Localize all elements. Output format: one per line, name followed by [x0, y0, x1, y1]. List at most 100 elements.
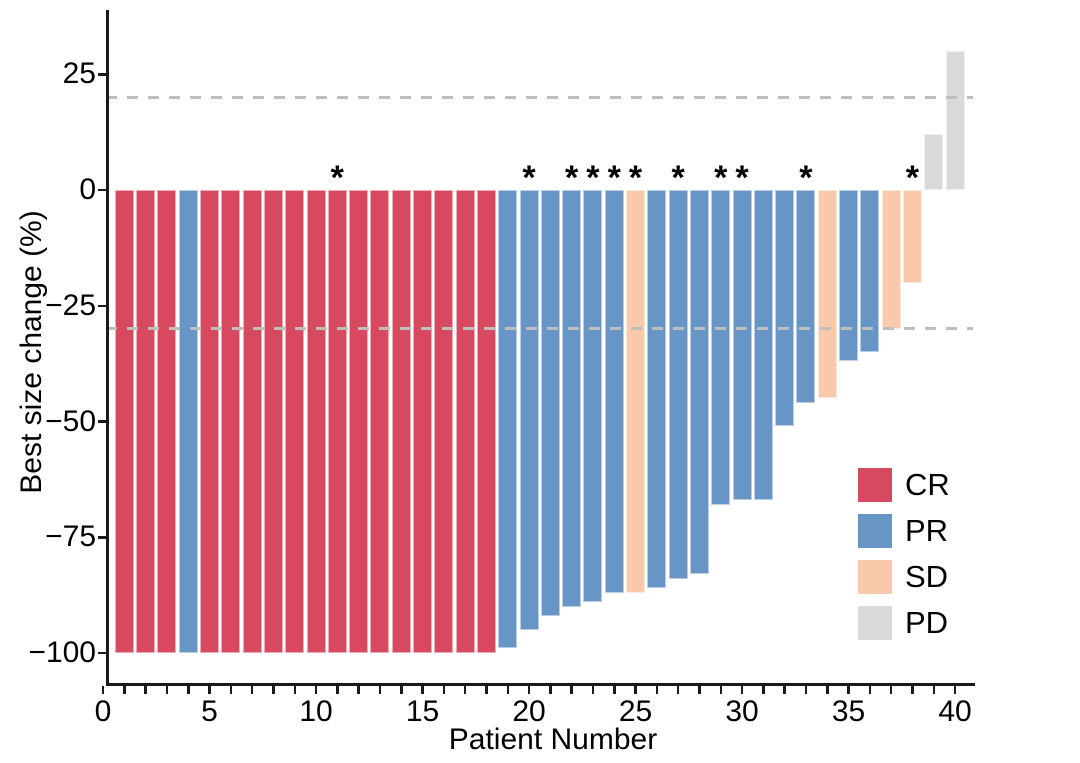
- bar-patient-19: [498, 190, 518, 649]
- x-axis-tick: [613, 686, 616, 694]
- bar-patient-30: [732, 190, 752, 501]
- bar-patient-21: [540, 190, 560, 616]
- bar-patient-14: [391, 190, 411, 653]
- y-axis-tick: [98, 651, 106, 655]
- y-axis-tick: [98, 304, 106, 308]
- bar-patient-23: [583, 190, 603, 603]
- x-tick-label-15: 15: [405, 695, 440, 728]
- x-tick-label-20: 20: [512, 695, 546, 728]
- x-axis-tick: [208, 686, 211, 694]
- x-axis-tick: [442, 686, 446, 694]
- x-axis-tick: [314, 686, 318, 694]
- bar-patient-16: [434, 190, 454, 653]
- bar-patient-3: [157, 190, 177, 653]
- x-axis-tick: [293, 686, 296, 694]
- x-axis-tick: [123, 686, 126, 694]
- bar-patient-8: [263, 190, 283, 653]
- significance-asterisk: *: [714, 159, 728, 197]
- bar-patient-12: [349, 190, 369, 653]
- x-axis-tick: [762, 686, 765, 694]
- y-axis-tick: [98, 73, 106, 76]
- x-axis-tick: [634, 686, 637, 694]
- bar-patient-25: [626, 190, 645, 593]
- x-axis-tick: [421, 686, 424, 694]
- x-tick-label-40: 40: [938, 695, 972, 728]
- x-tick-label-35: 35: [831, 695, 866, 728]
- significance-asterisk: *: [905, 159, 919, 197]
- bar-patient-7: [242, 190, 262, 653]
- y-tick-label--25: −25: [45, 288, 96, 322]
- legend-label-pr: PR: [905, 513, 949, 548]
- x-tick-label-25: 25: [618, 695, 653, 728]
- legend-label-pd: PD: [905, 605, 949, 640]
- bar-patient-36: [860, 190, 880, 352]
- bar-patient-38: [902, 190, 922, 283]
- x-tick-label-10: 10: [299, 695, 333, 728]
- significance-asterisk: *: [799, 159, 813, 197]
- x-axis-tick: [719, 686, 722, 694]
- bar-patient-15: [413, 190, 432, 653]
- x-axis-tick: [485, 686, 488, 694]
- bar-patient-18: [476, 190, 496, 653]
- significance-asterisk: *: [330, 159, 344, 197]
- bar-patient-13: [370, 190, 390, 653]
- legend-swatch-pr: [858, 514, 892, 548]
- legend-swatch-sd: [858, 560, 892, 594]
- x-axis-tick: [740, 686, 744, 694]
- x-axis-tick: [698, 686, 701, 694]
- significance-asterisk: *: [607, 159, 621, 197]
- x-axis-tick: [676, 686, 680, 694]
- x-axis-tick: [847, 686, 850, 694]
- x-axis-tick: [506, 686, 509, 694]
- x-axis-tick: [932, 686, 935, 694]
- reference-line-plus20: [106, 95, 973, 99]
- bar-patient-1: [114, 190, 134, 653]
- x-axis-tick: [101, 686, 105, 694]
- y-tick-label-0: 0: [79, 173, 96, 206]
- significance-asterisk: *: [628, 159, 643, 197]
- legend-swatch-pd: [858, 606, 892, 640]
- x-axis-tick: [463, 686, 467, 694]
- bar-patient-33: [796, 190, 816, 403]
- x-axis-tick: [868, 686, 872, 694]
- x-axis-tick: [144, 686, 147, 694]
- significance-asterisk: *: [735, 159, 749, 197]
- y-axis-line: [106, 10, 109, 686]
- y-tick-label-25: 25: [62, 57, 96, 91]
- bar-patient-27: [668, 190, 688, 579]
- bar-patient-28: [689, 190, 709, 575]
- x-axis-line: [106, 683, 975, 686]
- y-tick-label--100: −100: [28, 636, 96, 669]
- y-axis-title: Best size change (%): [15, 210, 48, 494]
- bar-patient-35: [839, 190, 858, 362]
- bar-patient-39: [924, 134, 944, 190]
- x-tick-label-5: 5: [201, 695, 218, 728]
- bar-patient-6: [221, 190, 241, 653]
- bar-patient-31: [753, 190, 773, 501]
- x-axis-tick: [272, 686, 275, 694]
- bar-patient-9: [285, 190, 305, 653]
- significance-asterisk: *: [564, 159, 579, 197]
- legend-label-sd: SD: [905, 559, 949, 594]
- bar-patient-32: [775, 190, 795, 427]
- bar-patient-29: [711, 190, 731, 505]
- x-axis-tick: [357, 686, 360, 694]
- y-axis-tick: [98, 536, 106, 539]
- bar-patient-37: [881, 190, 901, 329]
- bar-patient-5: [200, 190, 219, 653]
- x-axis-tick: [400, 686, 403, 694]
- significance-asterisk: *: [586, 159, 600, 197]
- significance-asterisk: *: [671, 159, 685, 197]
- bar-patient-34: [817, 190, 837, 399]
- bar-patient-10: [306, 190, 326, 653]
- reference-line-minus30: [106, 327, 973, 331]
- x-axis-tick: [953, 686, 957, 694]
- x-axis-tick: [591, 686, 595, 694]
- y-tick-label--75: −75: [45, 520, 96, 554]
- bar-patient-20: [519, 190, 539, 630]
- x-tick-label-0: 0: [94, 695, 112, 728]
- x-axis-tick: [527, 686, 531, 694]
- x-axis-tick: [889, 686, 893, 694]
- x-axis-tick: [165, 686, 169, 694]
- x-axis-tick: [336, 686, 339, 694]
